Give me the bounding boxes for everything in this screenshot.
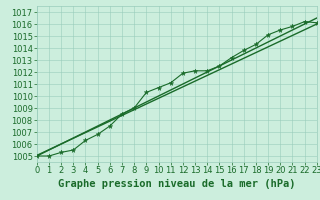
X-axis label: Graphe pression niveau de la mer (hPa): Graphe pression niveau de la mer (hPa) <box>58 179 296 189</box>
